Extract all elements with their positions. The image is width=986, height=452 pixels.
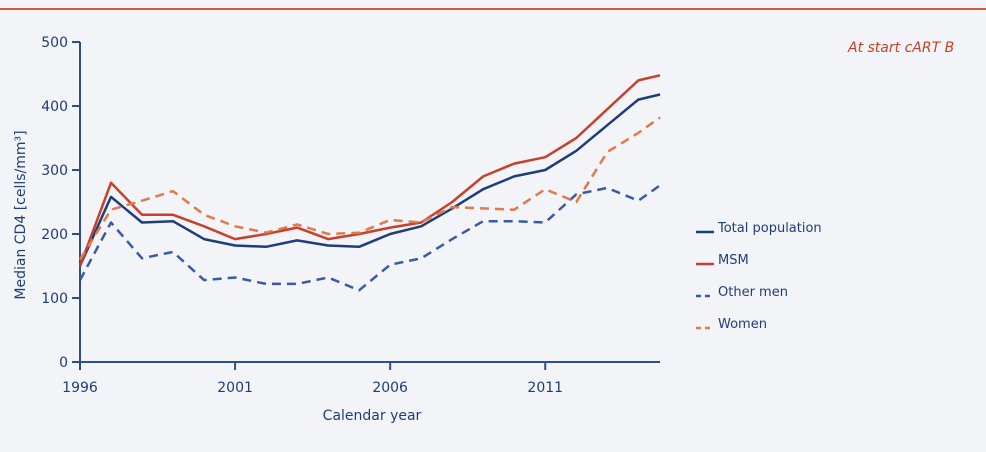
series-line-other-men [78,184,661,292]
y-tick-label: 100 [41,291,68,307]
series-line-msm [78,74,661,267]
legend-label: Other men [718,285,788,300]
x-tick-label: 2011 [527,380,563,396]
side-panel-label: At start cART B [848,40,955,56]
y-tick-label: 300 [41,163,68,179]
x-tick-label: 1996 [62,380,98,396]
x-tick-label: 2006 [372,380,408,396]
series-line-total-population [78,93,661,267]
legend-label: MSM [718,253,749,268]
legend-label: Women [718,317,767,332]
y-tick-label: 0 [59,355,68,371]
axes: 0 100 200 300 400 500 1996 2001 2006 2011 [41,35,660,396]
y-tick-label: 400 [41,99,68,115]
y-tick-label: 500 [41,35,68,51]
legend-label: Total population [717,221,822,236]
legend: Total population MSM Other men Women [696,221,822,332]
x-axis-label: Calendar year [323,408,422,424]
y-axis-label: Median CD4 [cells/mm³] [13,130,29,299]
x-tick-label: 2001 [217,380,253,396]
series-lines [78,74,661,292]
top-divider [0,8,986,10]
y-tick-label: 200 [41,227,68,243]
